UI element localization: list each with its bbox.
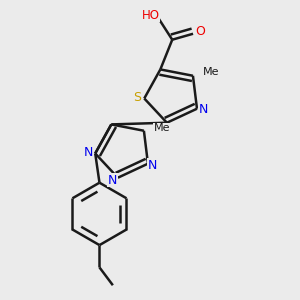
Text: N: N bbox=[108, 174, 117, 187]
Text: N: N bbox=[84, 146, 93, 159]
Text: S: S bbox=[133, 91, 141, 104]
Text: O: O bbox=[196, 25, 206, 38]
Text: N: N bbox=[199, 103, 208, 116]
Text: Me: Me bbox=[202, 67, 219, 77]
Text: HO: HO bbox=[142, 9, 160, 22]
Text: N: N bbox=[148, 159, 157, 172]
Text: Me: Me bbox=[154, 123, 170, 134]
